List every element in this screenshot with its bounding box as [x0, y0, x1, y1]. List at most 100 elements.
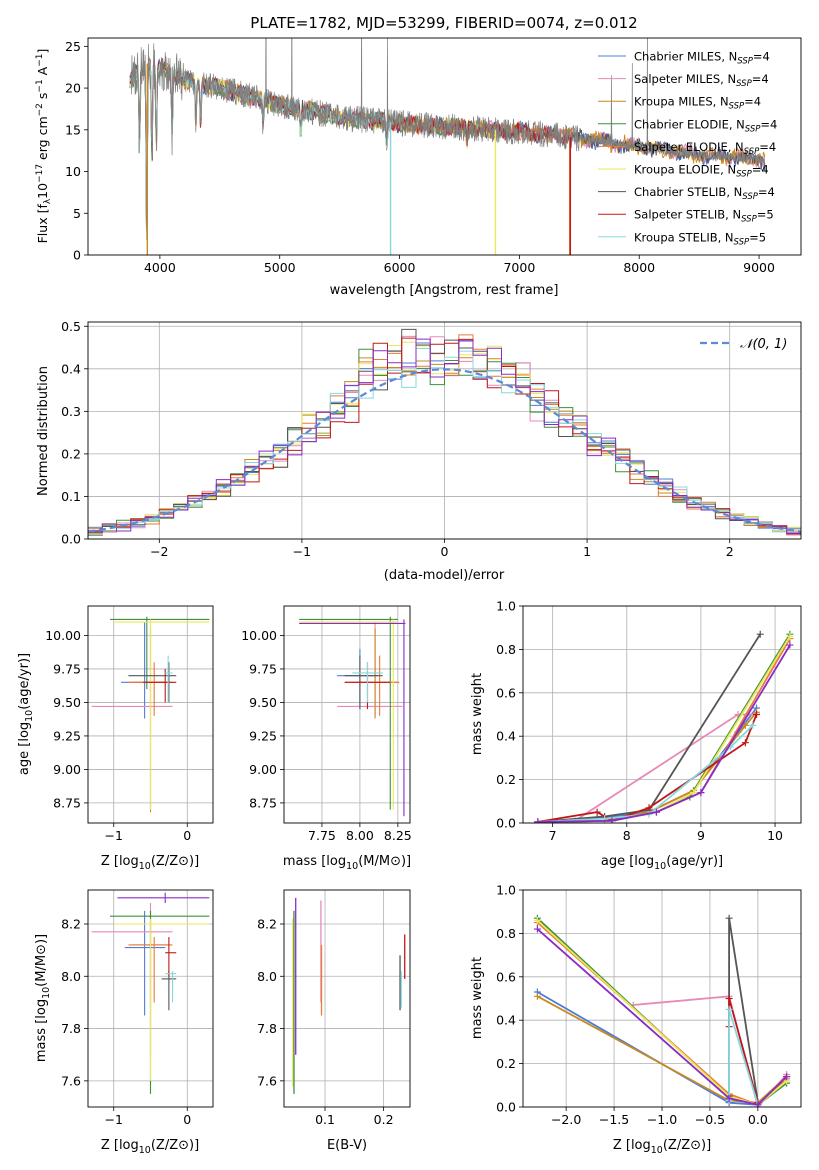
y-tick-label: 0.0 — [496, 1100, 516, 1115]
marker-cs — [756, 630, 764, 638]
x-tick-label: −1 — [105, 1112, 123, 1127]
plot-area — [534, 630, 794, 823]
x-axis-label: wavelength [Angstrom, rest frame] — [330, 283, 559, 298]
y-tick-label: 0.8 — [496, 642, 516, 657]
legend-text: =5 — [749, 230, 766, 244]
series-ke — [537, 635, 791, 823]
series-purple — [537, 644, 791, 823]
y-tick-label: 1.0 — [496, 883, 516, 898]
plot-area — [129, 38, 766, 255]
legend-sub: SSP — [729, 102, 745, 112]
y-axis-label: Flux [fλ10−17 erg cm−2 s−1 A−1] — [35, 49, 53, 244]
marker-km — [533, 992, 541, 1000]
y-tick-label: 1.0 — [496, 599, 516, 614]
label-part: A — [35, 66, 50, 79]
legend-sub: SSP — [745, 124, 761, 134]
series-ks — [728, 1009, 759, 1106]
marker-purple — [608, 817, 616, 823]
axes-massweight_vs_Z: −2.0 −1.5 −1.0 −0.5 0.0 0.0 0.2 0.4 0.6 0.8 1.0 — [496, 883, 802, 1127]
y-tick-label: 15 — [65, 122, 81, 137]
legend-sub: SSP — [741, 215, 757, 225]
x-tick-label: 0 — [183, 828, 191, 843]
y-tick-label: 9.25 — [249, 728, 277, 743]
plot-area — [299, 616, 406, 817]
x-axis-label: (data-model)/error — [384, 568, 505, 583]
marker-purple — [533, 925, 541, 933]
label-part: Z [log — [101, 854, 139, 869]
y-tick-label: 0.4 — [496, 729, 516, 744]
y-tick-label: 0.0 — [61, 532, 81, 547]
label-part: Z [log — [101, 1138, 139, 1153]
x-tick-label: 8.00 — [346, 828, 374, 843]
x-tick-label: 0 — [441, 544, 449, 559]
axes-mass_vs_EBV: 0.1 0.2 7.6 7.8 8.0 8.2 — [257, 889, 411, 1127]
y-tick-label: 7.8 — [257, 1021, 277, 1036]
marker-ss — [645, 804, 653, 812]
x-axis-label: mass [log10(M/M⊙)] — [283, 854, 411, 872]
axes-age_vs_Z: −1 0 8.75 9.00 9.25 9.50 9.75 10.00 — [45, 605, 214, 843]
legend-sub: SSP — [734, 237, 750, 247]
axes-frame — [283, 605, 411, 824]
legend-entry-ce: Chabrier ELODIE, NSSP=4 — [634, 117, 777, 134]
y-tick-label: 0 — [73, 248, 81, 263]
plot-area — [91, 892, 210, 1094]
marker-purple — [786, 641, 794, 649]
series-cm — [537, 707, 758, 823]
x-tick-label: −0.5 — [695, 1112, 725, 1127]
legend-text: Chabrier MILES, N — [634, 50, 737, 64]
x-tick-label: 4000 — [144, 260, 176, 275]
axes-frame — [87, 605, 214, 824]
x-axis-label: Z [log10(Z/Z⊙)] — [101, 854, 199, 872]
y-tick-label: 9.50 — [249, 695, 277, 710]
y-tick-label: 7.6 — [61, 1073, 81, 1088]
label-part: mass [log — [34, 999, 49, 1062]
y-tick-label: 7.6 — [257, 1073, 277, 1088]
x-tick-label: 6000 — [384, 260, 416, 275]
x-tick-label: 9000 — [743, 260, 775, 275]
y-tick-label: 9.50 — [53, 695, 81, 710]
x-tick-label: 0.0 — [748, 1112, 768, 1127]
axes-frame — [87, 37, 802, 256]
marker-purple — [534, 818, 542, 823]
x-tick-label: 8000 — [623, 260, 655, 275]
marker-ss — [753, 711, 761, 718]
axes-age_vs_mass: 7.75 8.00 8.25 8.75 9.00 9.25 9.50 9.75 10.00 — [241, 605, 412, 843]
y-tick-label: 0.8 — [496, 926, 516, 941]
label-part: −2 — [35, 103, 45, 116]
label-part: Z [log — [613, 1138, 651, 1153]
y-tick-label: 10.00 — [45, 628, 81, 643]
marker-ss — [725, 995, 733, 1002]
axes-mass_vs_Z: −1 0 7.6 7.8 8.0 8.2 — [61, 889, 214, 1127]
y-tick-label: 9.75 — [53, 661, 81, 676]
label-sub: 10 — [346, 861, 358, 872]
legend-entry-sm: Salpeter MILES, NSSP=4 — [634, 72, 769, 89]
histogram-ss — [88, 337, 801, 539]
legend-text: Chabrier ELODIE, N — [634, 117, 745, 131]
marker-cs — [725, 914, 733, 922]
label-part: 10 — [35, 183, 50, 199]
series-se — [537, 638, 791, 823]
marker-purple — [754, 1101, 762, 1107]
legend-text: Salpeter ELODIE, N — [634, 140, 744, 154]
series-ks — [537, 724, 754, 823]
legend-entry-ke: Kroupa ELODIE, NSSP=4 — [634, 163, 769, 180]
x-axis-label: age [log10(age/yr)] — [601, 854, 723, 872]
series-purple — [536, 928, 788, 1106]
y-tick-label: 8.2 — [257, 916, 277, 931]
x-tick-label: 1 — [583, 544, 591, 559]
y-tick-label: 0.3 — [61, 404, 81, 419]
x-tick-label: 9 — [697, 828, 705, 843]
label-part: −17 — [35, 164, 45, 183]
legend-text: =4 — [752, 72, 769, 86]
label-part: (Z/Z⊙)] — [151, 854, 199, 869]
y-tick-label: 25 — [65, 39, 81, 54]
legend-entry-se: Salpeter ELODIE, NSSP=4 — [634, 140, 776, 157]
label-sub: 10 — [139, 861, 151, 872]
y-tick-label: 10.00 — [241, 628, 277, 643]
y-tick-label: 0.2 — [496, 772, 516, 787]
label-part: (age/yr)] — [17, 653, 32, 710]
chart-title: PLATE=1782, MJD=53299, FIBERID=0074, z=0… — [250, 14, 637, 32]
y-tick-label: 0.6 — [496, 969, 516, 984]
observed-spectrum — [130, 38, 766, 232]
